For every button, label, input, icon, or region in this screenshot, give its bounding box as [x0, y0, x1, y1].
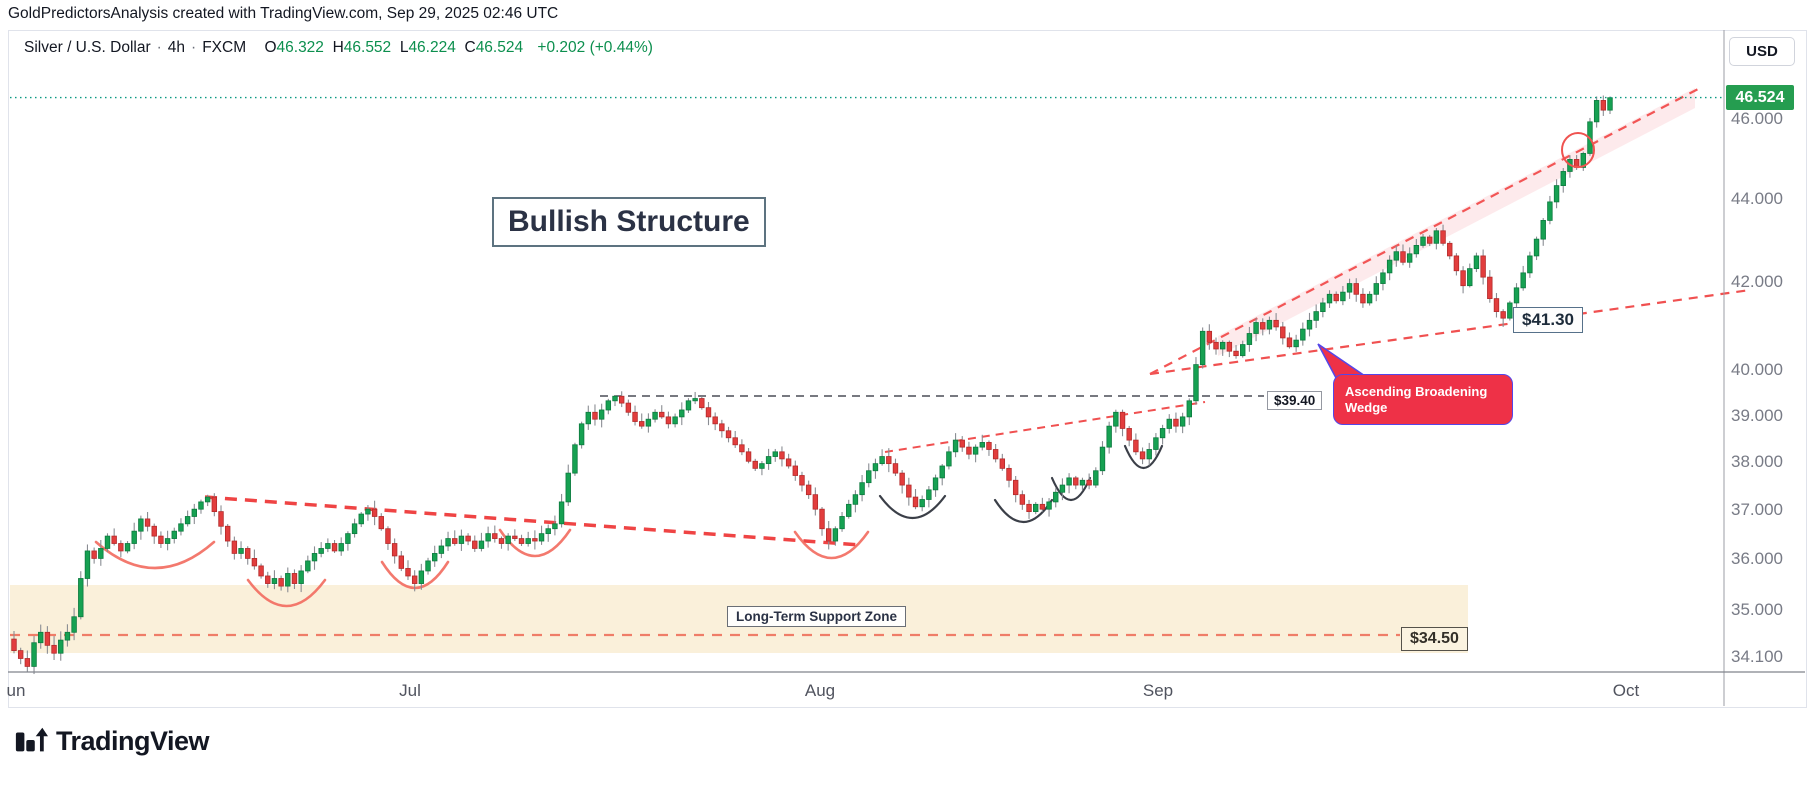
month-tick-label: Oct: [1612, 681, 1640, 700]
last-price-badge: 46.524: [1726, 85, 1794, 110]
price-tick-label: 34.100: [1731, 646, 1783, 666]
currency-toggle-button[interactable]: USD: [1729, 37, 1795, 66]
june-descending-trendline[interactable]: [204, 495, 861, 547]
price-tick-label: 39.000: [1731, 405, 1783, 425]
accumulation-arc-red[interactable]: [793, 530, 870, 560]
ohlc-values: O46.322 H46.552 L46.224 C46.524 +0.202 (…: [264, 39, 653, 56]
price-label-34-50[interactable]: $34.50: [1401, 627, 1468, 651]
accumulation-arc-black[interactable]: [1123, 444, 1164, 469]
tradingview-logo-icon: [15, 727, 48, 752]
wedge-lower-line[interactable]: [1149, 288, 1751, 376]
symbol-name[interactable]: Silver / U.S. Dollar: [24, 39, 151, 56]
price-tick-label: 35.000: [1731, 600, 1783, 620]
wedge-upper-line[interactable]: [1149, 87, 1701, 375]
accumulation-arc-red[interactable]: [94, 540, 216, 570]
month-tick-label: un: [6, 681, 26, 700]
bullish-structure-annotation[interactable]: Bullish Structure: [492, 197, 766, 247]
exchange: FXCM: [202, 39, 247, 56]
breakout-circle[interactable]: [1561, 132, 1595, 168]
price-change: +0.202 (+0.44%): [537, 39, 653, 56]
price-tick-label: 44.000: [1731, 188, 1783, 208]
price-tick-label: 37.000: [1731, 500, 1783, 520]
candles-group: [11, 95, 1613, 675]
price-tick-label: 40.000: [1731, 360, 1783, 380]
month-tick-label: Aug: [804, 681, 836, 700]
attribution-text: GoldPredictorsAnalysis created with Trad…: [8, 5, 559, 22]
support-zone-annotation[interactable]: Long-Term Support Zone: [727, 606, 906, 627]
wedge-band: [1218, 88, 1695, 356]
price-tick-label: 38.000: [1731, 452, 1783, 472]
august-ascending-trendline[interactable]: [884, 401, 1206, 453]
month-tick-label: Sep: [1142, 681, 1174, 700]
interval[interactable]: 4h: [167, 39, 186, 56]
price-label-41-30[interactable]: $41.30: [1513, 307, 1583, 333]
month-tick-label: Jul: [399, 681, 421, 700]
price-label-39-40[interactable]: $39.40: [1267, 391, 1323, 410]
price-tick-label: 46.000: [1731, 108, 1783, 128]
symbol-header[interactable]: Silver / U.S. Dollar · 4h · FXCM O46.322 H46…: [24, 39, 653, 56]
chart-frame: [8, 30, 1807, 708]
price-tick-label: 36.000: [1731, 549, 1783, 569]
accumulation-arc-red[interactable]: [246, 578, 327, 608]
price-tick-label: 42.000: [1731, 272, 1783, 292]
tradingview-logo-text: TradingView: [56, 725, 210, 756]
accumulation-arc-black[interactable]: [878, 494, 947, 520]
wedge-callout[interactable]: Ascending Broadening Wedge: [1333, 374, 1513, 426]
wedge-callout-tail: [1317, 343, 1371, 379]
tradingview-logo[interactable]: TradingView: [14, 724, 210, 758]
accumulation-arc-black[interactable]: [993, 498, 1054, 524]
